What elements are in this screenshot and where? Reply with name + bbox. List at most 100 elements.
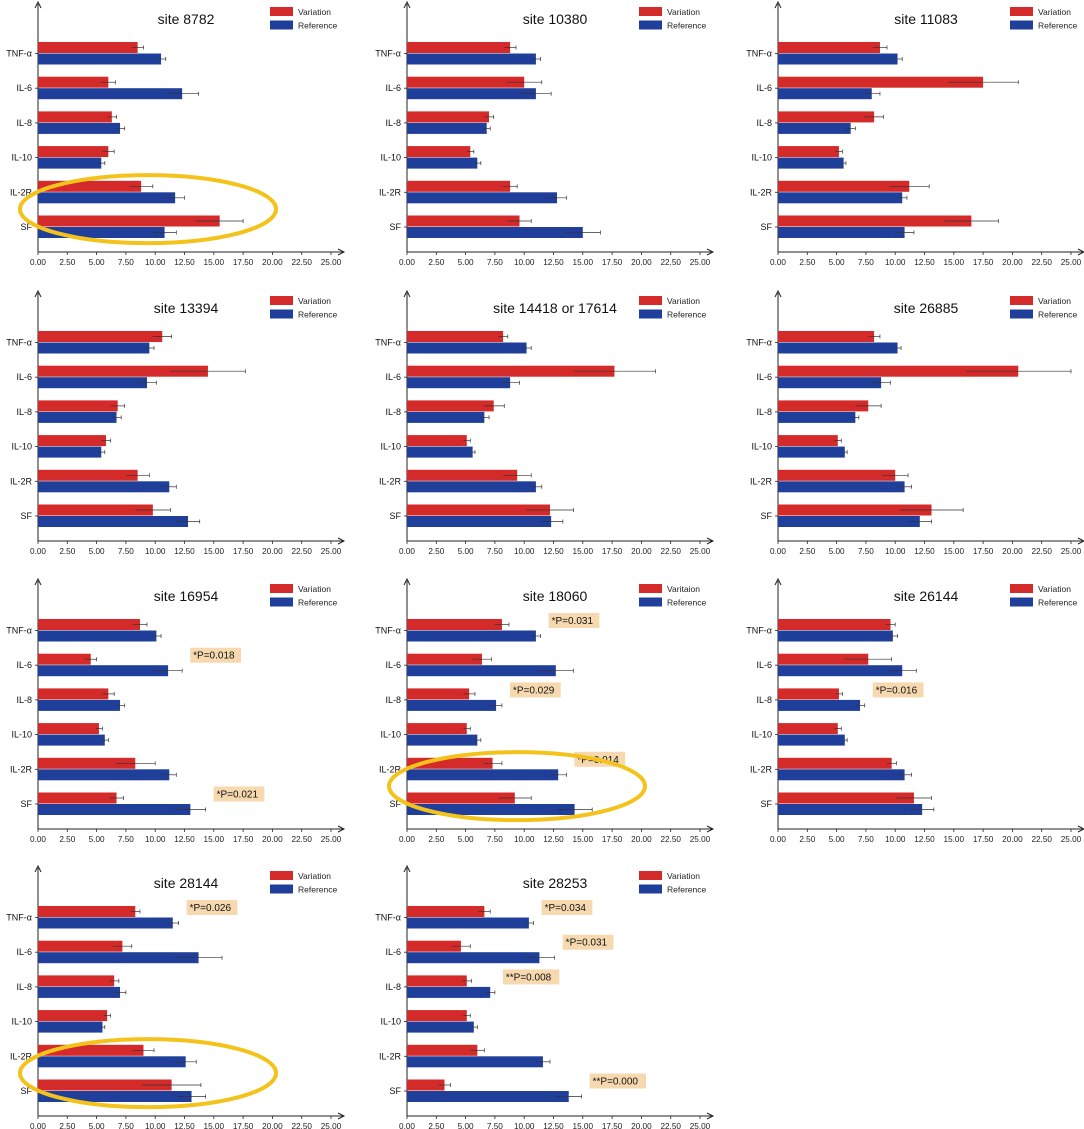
x-axis-arrow: [706, 537, 715, 545]
chart-title: site 26144: [894, 588, 959, 604]
legend-label: Variation: [298, 584, 331, 594]
chart-title: site 11083: [894, 11, 958, 27]
y-tick-label: IL-8: [16, 982, 32, 992]
variation-bar: [407, 365, 615, 377]
p-value-badge: [186, 900, 238, 915]
reference-bar: [778, 411, 856, 423]
variation-bar: [38, 940, 123, 952]
variation-bar: [778, 111, 875, 123]
x-tick-label: 0.00: [399, 547, 415, 556]
y-tick-label: SF: [389, 222, 401, 232]
variation-bar: [407, 435, 467, 447]
reference-bar: [38, 411, 117, 423]
y-tick-label: IL-6: [16, 83, 32, 93]
legend-label: Reference: [1038, 598, 1077, 608]
y-tick-label: IL-8: [756, 695, 772, 705]
x-tick-label: 17.50: [233, 258, 254, 267]
chart-title: site 16954: [154, 588, 219, 604]
legend-label: Reference: [1038, 21, 1077, 31]
p-value-badge: [213, 786, 265, 802]
x-tick-label: 5.00: [89, 258, 105, 267]
variation-bar: [407, 504, 550, 516]
legend-swatch: [639, 7, 662, 16]
highlight-ellipse: [18, 1037, 278, 1110]
y-tick-label: IL-10: [380, 1017, 401, 1027]
reference-bar: [38, 1091, 192, 1102]
variation-bar: [38, 792, 117, 804]
chart-title: site 14418 or 17614: [493, 300, 617, 316]
x-tick-label: 12.50: [174, 547, 195, 556]
chart-panel: site 26144 Variation Reference 0.00 2.50 5.00…: [746, 577, 1084, 844]
legend-swatch: [639, 309, 662, 319]
variation-bar: [407, 653, 483, 665]
chart-panel: site 28253 Variation Reference 0.00 2.50 5.00…: [375, 864, 715, 1129]
legend-label: Reference: [667, 598, 706, 608]
chart-title: site 28253: [523, 875, 588, 891]
x-axis-arrow: [337, 825, 346, 833]
x-tick-label: 15.00: [573, 1122, 594, 1129]
highlight-ellipse: [18, 173, 278, 246]
x-tick-label: 2.50: [428, 258, 444, 267]
x-tick-label: 5.00: [89, 547, 105, 556]
legend-swatch: [270, 309, 293, 319]
chart-panel: site 28144 Variation Reference 0.00 2.50 5.00…: [6, 864, 346, 1129]
x-tick-label: 25.00: [321, 835, 342, 844]
legend-label: Variation: [298, 296, 331, 306]
reference-bar: [778, 88, 872, 100]
x-tick-label: 10.00: [145, 547, 166, 556]
x-axis-arrow: [337, 248, 346, 256]
x-axis-arrow: [1077, 825, 1084, 833]
x-tick-label: 17.50: [602, 258, 623, 267]
p-value-badge: [541, 900, 593, 915]
x-tick-label: 15.00: [573, 547, 594, 556]
legend-swatch: [639, 296, 662, 305]
x-tick-label: 2.50: [59, 547, 75, 556]
variation-bar: [38, 757, 136, 769]
variation-bar: [407, 619, 502, 630]
reference-bar: [407, 665, 556, 677]
x-tick-label: 17.50: [973, 258, 994, 267]
reference-bar: [407, 88, 536, 100]
x-tick-label: 20.00: [631, 258, 652, 267]
y-tick-label: IL-6: [385, 372, 401, 382]
x-tick-label: 22.50: [660, 835, 681, 844]
y-tick-label: IL-6: [16, 372, 32, 382]
p-value-label: *P=0.031: [566, 938, 608, 949]
y-tick-label: IL-10: [380, 442, 401, 452]
legend-label: Reference: [1038, 310, 1077, 320]
variation-bar: [407, 146, 471, 158]
reference-bar: [407, 769, 559, 781]
legend-swatch: [1010, 584, 1033, 593]
x-tick-label: 22.50: [1031, 547, 1052, 556]
reference-bar: [38, 917, 173, 929]
x-tick-label: 10.00: [885, 258, 906, 267]
chart-panel: site 11083 Variation Reference 0.00 2.50 5.00…: [746, 0, 1084, 267]
legend-swatch: [1010, 7, 1033, 16]
x-tick-label: 10.00: [145, 258, 166, 267]
y-tick-label: IL-10: [380, 730, 401, 740]
variation-bar: [407, 180, 511, 192]
y-tick-label: IL-2R: [379, 476, 402, 486]
variation-bar: [407, 42, 511, 53]
y-tick-label: IL-2R: [10, 764, 33, 774]
x-tick-label: 7.50: [118, 1122, 134, 1129]
x-tick-label: 0.00: [770, 547, 786, 556]
variation-bar: [778, 792, 914, 804]
legend-label: Reference: [667, 310, 706, 320]
reference-bar: [778, 342, 898, 354]
variation-bar: [38, 975, 115, 987]
x-tick-label: 10.00: [514, 258, 535, 267]
y-tick-label: IL-2R: [10, 476, 33, 486]
p-value-label: *P=0.034: [545, 903, 587, 914]
x-tick-label: 17.50: [973, 835, 994, 844]
x-tick-label: 7.50: [487, 258, 503, 267]
x-tick-label: 7.50: [487, 547, 503, 556]
x-tick-label: 25.00: [1061, 547, 1082, 556]
variation-bar: [407, 792, 515, 804]
x-tick-label: 22.50: [1031, 835, 1052, 844]
chart-panel: site 16954 Variation Reference 0.00 2.50 5.00…: [6, 577, 346, 844]
legend-swatch: [639, 871, 662, 880]
y-tick-label: IL-2R: [10, 187, 33, 197]
reference-bar: [778, 122, 851, 134]
x-tick-label: 20.00: [262, 258, 283, 267]
